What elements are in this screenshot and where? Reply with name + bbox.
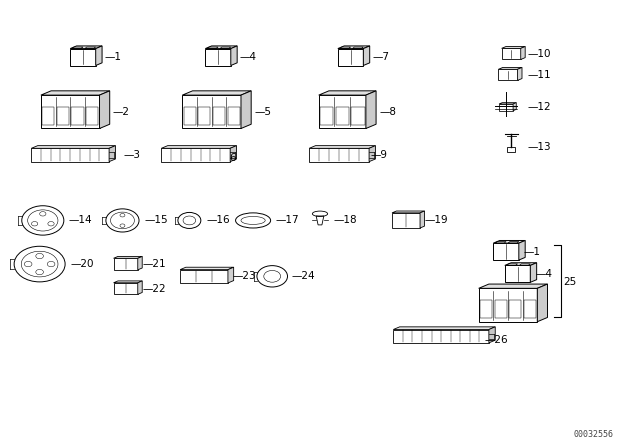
Text: —17: —17 xyxy=(275,215,299,225)
Text: —3: —3 xyxy=(124,150,141,160)
Polygon shape xyxy=(521,47,525,60)
Polygon shape xyxy=(231,46,237,65)
Text: —22: —22 xyxy=(143,284,166,293)
Text: 25: 25 xyxy=(563,277,576,287)
Polygon shape xyxy=(309,146,376,148)
Text: 6: 6 xyxy=(230,153,236,163)
Polygon shape xyxy=(205,46,237,48)
Polygon shape xyxy=(96,46,102,65)
Polygon shape xyxy=(138,281,142,294)
Polygon shape xyxy=(338,46,370,48)
Text: —4: —4 xyxy=(536,269,552,279)
Polygon shape xyxy=(394,327,495,330)
Polygon shape xyxy=(369,146,376,162)
Text: —12: —12 xyxy=(528,102,551,112)
Polygon shape xyxy=(319,91,376,95)
Polygon shape xyxy=(182,91,251,95)
Polygon shape xyxy=(161,146,237,148)
Polygon shape xyxy=(493,241,525,243)
Text: —8: —8 xyxy=(380,107,397,117)
Polygon shape xyxy=(41,91,109,95)
Polygon shape xyxy=(113,281,142,283)
Text: —2: —2 xyxy=(113,107,130,117)
Polygon shape xyxy=(489,327,495,343)
Text: —7: —7 xyxy=(372,52,389,62)
Polygon shape xyxy=(31,146,115,148)
Polygon shape xyxy=(513,103,516,111)
Text: —4: —4 xyxy=(239,52,256,62)
Polygon shape xyxy=(479,284,547,289)
Polygon shape xyxy=(230,146,237,162)
Polygon shape xyxy=(499,103,516,104)
Polygon shape xyxy=(531,263,537,282)
Text: —9: —9 xyxy=(371,150,388,160)
Text: —20: —20 xyxy=(70,259,93,269)
Text: —23: —23 xyxy=(232,271,256,281)
Text: —10: —10 xyxy=(528,49,551,59)
Text: 00032556: 00032556 xyxy=(573,430,613,439)
Text: —15: —15 xyxy=(145,215,168,225)
Text: —21: —21 xyxy=(143,259,166,269)
Polygon shape xyxy=(364,46,370,65)
Polygon shape xyxy=(180,267,234,270)
Text: —1: —1 xyxy=(524,246,541,257)
Polygon shape xyxy=(138,256,142,270)
Polygon shape xyxy=(502,47,525,48)
Text: —18: —18 xyxy=(333,215,357,225)
Text: —16: —16 xyxy=(207,215,230,225)
Polygon shape xyxy=(505,263,537,265)
Text: —13: —13 xyxy=(528,142,551,152)
Polygon shape xyxy=(392,211,424,213)
Polygon shape xyxy=(241,91,251,129)
Polygon shape xyxy=(113,256,142,258)
Text: —26: —26 xyxy=(484,335,508,345)
Polygon shape xyxy=(499,67,522,69)
Text: —11: —11 xyxy=(528,70,551,80)
Polygon shape xyxy=(518,67,522,80)
Polygon shape xyxy=(366,91,376,129)
Polygon shape xyxy=(538,284,547,322)
Polygon shape xyxy=(109,146,115,162)
Polygon shape xyxy=(228,267,234,283)
Text: —14: —14 xyxy=(68,215,92,225)
Polygon shape xyxy=(100,91,109,129)
Text: —5: —5 xyxy=(254,107,271,117)
Polygon shape xyxy=(519,241,525,260)
Text: —19: —19 xyxy=(424,215,448,225)
Text: —24: —24 xyxy=(291,271,315,281)
Polygon shape xyxy=(70,46,102,48)
Text: —1: —1 xyxy=(104,52,122,62)
Polygon shape xyxy=(420,211,424,228)
